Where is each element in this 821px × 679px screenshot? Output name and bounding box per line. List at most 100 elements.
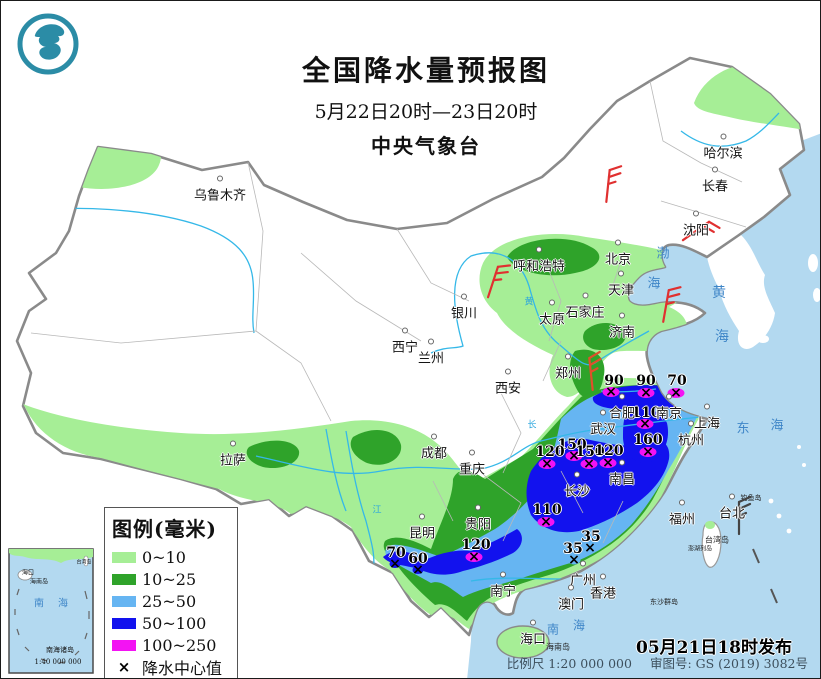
city-label: 海口 xyxy=(520,619,546,648)
city-dot xyxy=(548,299,555,306)
river-label: 长 xyxy=(527,420,537,431)
legend-item-label: 100~250 xyxy=(142,635,217,655)
city-label: 石家庄 xyxy=(565,292,605,321)
region-label: 台湾岛 xyxy=(705,535,729,545)
city-name: 香港 xyxy=(589,586,617,602)
release-time: 05月21日18时发布 xyxy=(636,638,792,658)
map-title: 全国降水量预报图 xyxy=(301,54,550,87)
legend: 图例(毫米) 0~10 10~25 25~50 50~100 100~250 xyxy=(104,507,238,678)
title-block: 全国降水量预报图 5月22日20时—23日20时 中央气象台 xyxy=(231,49,621,159)
city-name: 长沙 xyxy=(563,484,591,500)
taiwan-north-rain xyxy=(705,521,715,529)
city-name: 台北 xyxy=(718,506,746,522)
city-label: 澳门 xyxy=(557,584,585,613)
legend-item: 100~250 xyxy=(112,634,230,656)
legend-item: 50~100 xyxy=(112,612,230,634)
map-period: 5月22日20时—23日20时 xyxy=(314,101,538,123)
precip-center-spot xyxy=(583,543,597,553)
city-label: 郑州 xyxy=(555,353,581,382)
precip-center-spot xyxy=(565,451,583,461)
city-label: 南京 xyxy=(656,393,682,422)
city-dot xyxy=(599,573,606,580)
city-dot xyxy=(703,403,710,410)
center-cross-icon: × xyxy=(640,385,652,401)
center-cross-icon: × xyxy=(541,456,553,472)
sea-label: 东 xyxy=(736,421,750,437)
taiwan-island xyxy=(701,521,722,568)
city-name: 澳门 xyxy=(557,597,585,613)
region-label: 钓鱼岛 xyxy=(740,494,762,502)
city-dot xyxy=(618,459,625,466)
city-dot xyxy=(618,393,625,400)
city-dot xyxy=(564,353,571,360)
precip-value: 60 xyxy=(408,551,428,567)
city-name: 广州 xyxy=(569,573,597,589)
sea-label: 海 xyxy=(572,618,586,633)
city-dot xyxy=(687,420,694,427)
precip-value: 150 xyxy=(575,444,605,460)
city-name: 石家庄 xyxy=(565,305,605,321)
center-cross-icon: × xyxy=(568,448,580,464)
city-name: 北京 xyxy=(604,252,632,268)
city-dot xyxy=(427,338,434,345)
city-name: 昆明 xyxy=(408,526,436,542)
city-dot xyxy=(573,471,580,478)
city-name: 哈尔滨 xyxy=(703,146,743,162)
city-name: 呼和浩特 xyxy=(512,259,566,275)
precip-center-spot xyxy=(636,419,654,429)
city-dot xyxy=(468,449,475,456)
cma-logo-icon xyxy=(17,13,79,75)
city-dot xyxy=(618,312,625,319)
city-name: 沈阳 xyxy=(682,223,710,239)
precip-value: 35 xyxy=(563,541,583,557)
city-name: 武汉 xyxy=(589,422,617,438)
jeju-island xyxy=(757,335,769,343)
city-dot xyxy=(216,175,223,182)
inset-label: 海口 xyxy=(21,569,35,577)
city-dot xyxy=(719,133,726,140)
legend-swatch xyxy=(112,551,136,563)
hainan-island xyxy=(496,625,550,659)
inset-label: 1:40 000 000 xyxy=(34,658,82,666)
city-dot xyxy=(581,292,588,299)
city-dot xyxy=(418,513,425,520)
city-dot xyxy=(614,239,621,246)
legend-item-label: 10~25 xyxy=(142,569,197,589)
center-cross-icon: × xyxy=(670,385,682,401)
city-label: 昆明 xyxy=(408,513,436,542)
scale-text: 比例尺 1:20 000 000 xyxy=(506,656,632,671)
precip-center-spot xyxy=(667,388,685,398)
inset-label: 台湾岛 xyxy=(76,559,92,566)
city-label: 天津 xyxy=(607,270,635,299)
city-dot xyxy=(430,433,437,440)
map-agency: 中央气象台 xyxy=(371,134,481,158)
city-dot xyxy=(504,368,511,375)
city-name: 贵阳 xyxy=(464,517,492,533)
legend-swatch xyxy=(112,573,136,585)
legend-item-label: 0~10 xyxy=(142,547,186,567)
boundary-dashes xyxy=(752,548,778,604)
city-dot xyxy=(617,270,624,277)
city-label: 拉萨 xyxy=(220,440,246,469)
city-label: 台北 xyxy=(718,493,746,522)
city-dot xyxy=(678,499,685,506)
precip-center-spot xyxy=(580,459,598,469)
city-name: 天津 xyxy=(607,283,635,299)
inset-label: 海 xyxy=(58,598,68,610)
ryukyu-islands xyxy=(768,445,806,534)
inset-label: 海南岛 xyxy=(29,578,49,586)
city-name: 成都 xyxy=(420,446,448,462)
city-dot xyxy=(529,619,536,626)
center-cross-icon: × xyxy=(468,549,480,565)
region-label: 澎湖列岛 xyxy=(687,545,713,553)
center-cross-icon: × xyxy=(389,556,401,572)
center-cross-icon: × xyxy=(540,514,552,530)
city-label: 西安 xyxy=(495,368,521,397)
city-label: 长沙 xyxy=(563,471,591,500)
precip-center-spot xyxy=(602,387,620,397)
city-name: 合肥 xyxy=(608,406,636,422)
city-dot xyxy=(229,440,236,447)
city-label: 北京 xyxy=(604,239,632,268)
city-label: 南昌 xyxy=(609,459,635,488)
